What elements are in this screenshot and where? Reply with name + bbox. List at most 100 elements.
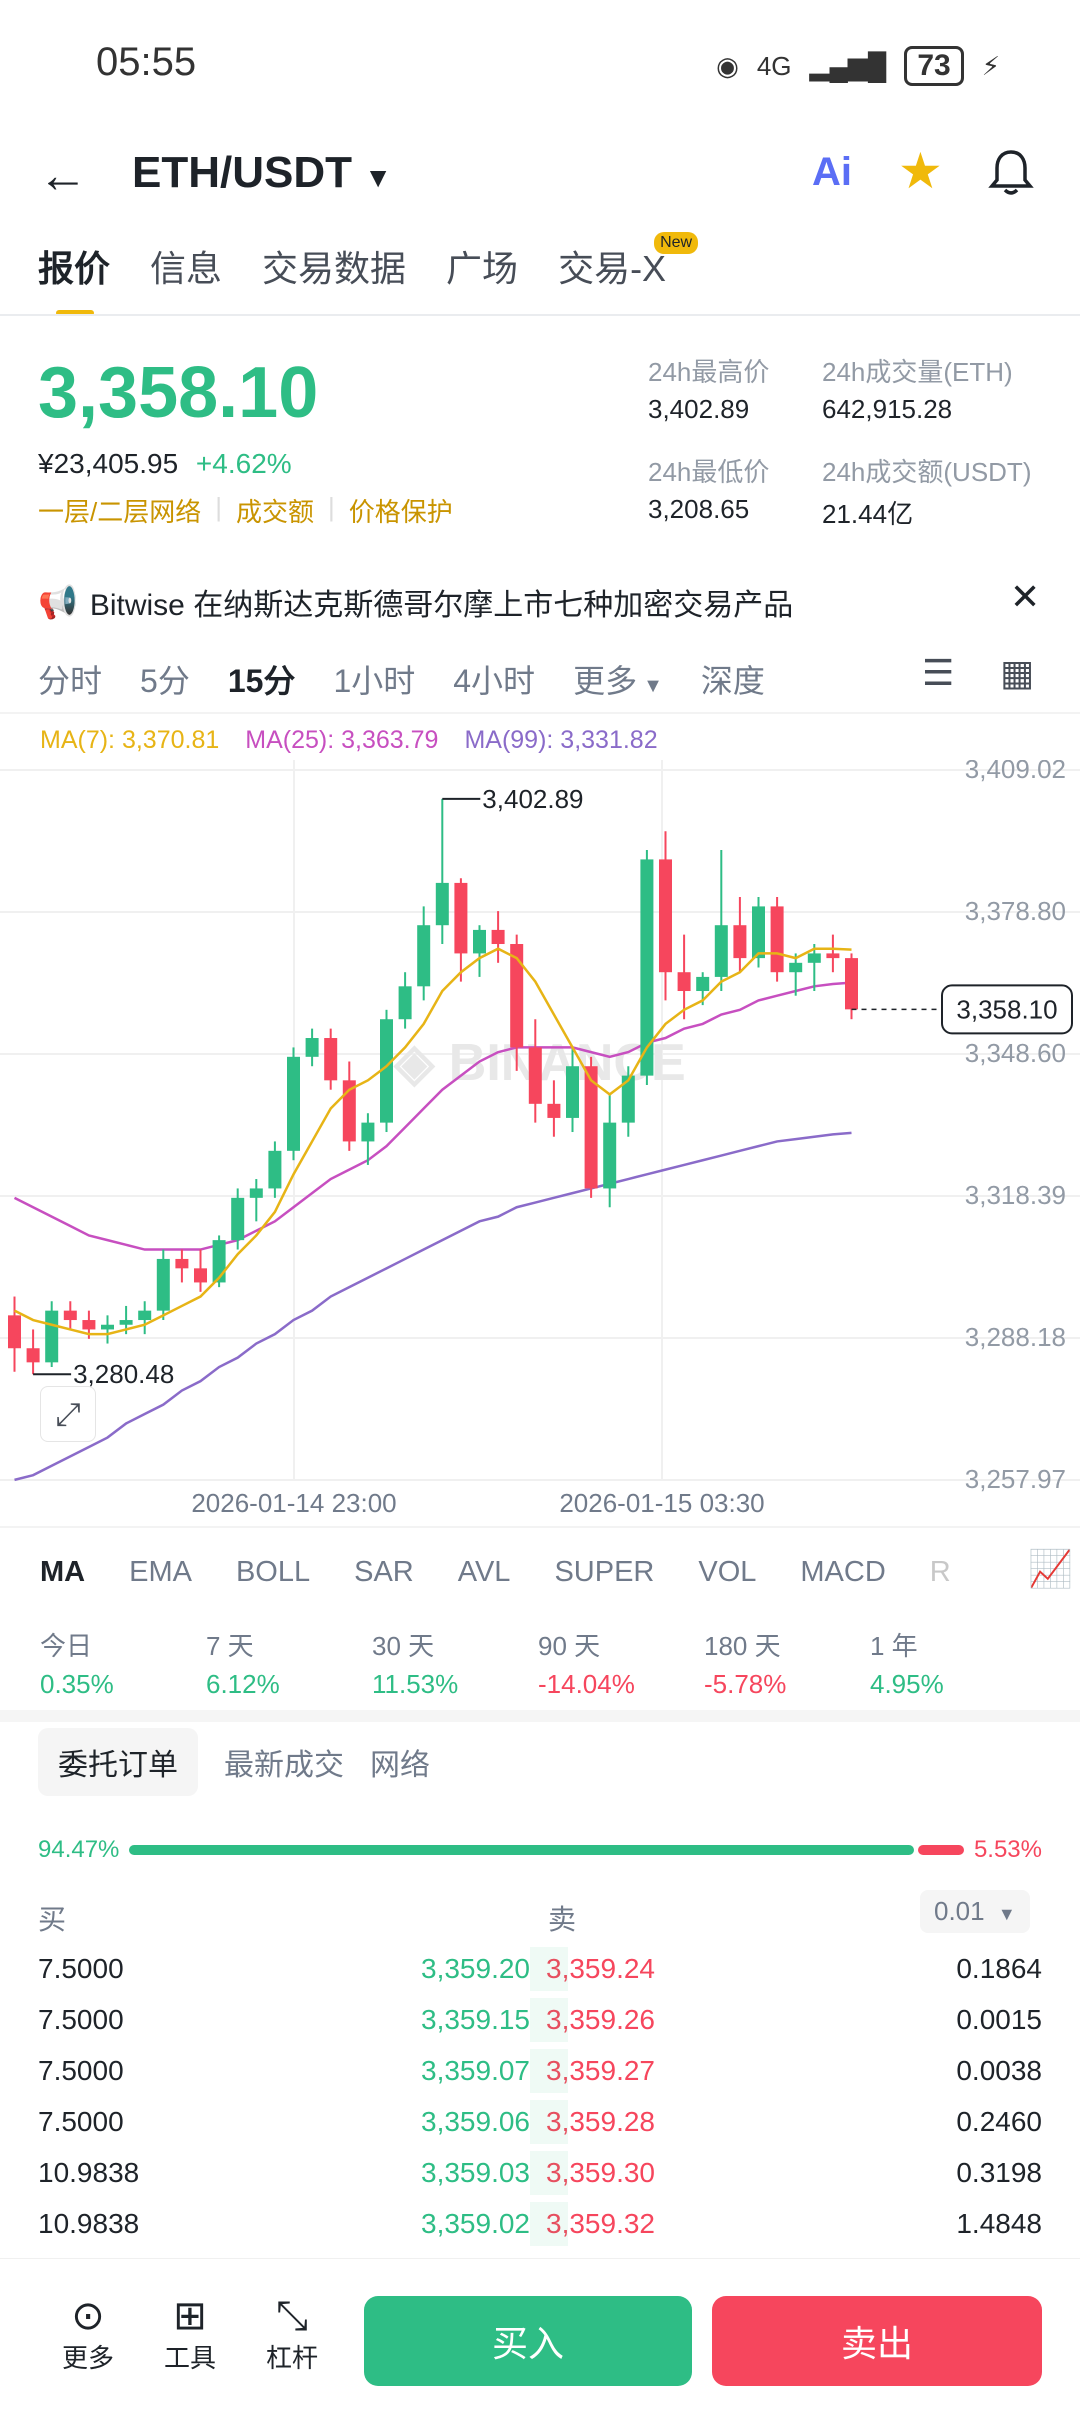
more-button[interactable]: ⊙ 更多 (48, 2294, 128, 2375)
megaphone-icon: 📢 (38, 584, 78, 620)
candle-body (621, 1075, 635, 1123)
perf-label: 180 天 (704, 1631, 781, 1661)
candle-body (845, 958, 858, 1010)
indicator-ma[interactable]: MA (40, 1556, 86, 1588)
candle-body (510, 944, 524, 1048)
interval-more[interactable]: 更多 ▼ (573, 656, 663, 702)
amount-label: 24h成交额(USDT) (822, 457, 1032, 487)
candle-body (770, 906, 784, 973)
orderbook-row[interactable]: 7.5000 3,359.06 3,359.28 0.2460 (38, 2096, 1042, 2147)
indicator-super[interactable]: SUPER (554, 1556, 655, 1588)
candle-body (138, 1310, 152, 1321)
fullscreen-icon[interactable]: ⤢ (40, 1386, 96, 1442)
indicator-macd[interactable]: MACD (800, 1556, 886, 1588)
y-tick-label: 3,348.60 (965, 1038, 1066, 1068)
indicator-rsi[interactable]: R (929, 1556, 951, 1588)
interval-5m[interactable]: 5分 (140, 663, 190, 699)
price-cny: ¥23,405.95 (38, 448, 179, 479)
orderbook-row[interactable]: 7.5000 3,359.20 3,359.24 0.1864 (38, 1943, 1042, 1994)
tab-open-orders[interactable]: 委托订单 (38, 1728, 198, 1796)
interval-15m[interactable]: 15分 (227, 663, 296, 699)
bid-depth-bar (530, 1997, 568, 2042)
orderbook-row[interactable]: 7.5000 3,359.07 3,359.27 0.0038 (38, 2045, 1042, 2096)
bid-depth-bar (530, 2099, 568, 2144)
tab-quote[interactable]: 报价 (38, 240, 110, 316)
star-icon[interactable]: ★ (898, 143, 943, 199)
candle-body (491, 929, 505, 945)
interval-more-label: 更多 (573, 663, 638, 699)
perf-label: 7 天 (206, 1631, 254, 1661)
y-tick-label: 3,318.39 (965, 1180, 1066, 1210)
chart-settings-icon[interactable]: ☰ (922, 652, 955, 693)
candle-body (528, 1047, 542, 1104)
back-icon[interactable]: ← (38, 147, 88, 203)
last-price-tag: 3,358.10 (956, 994, 1057, 1024)
interval-depth[interactable]: 深度 (700, 663, 765, 699)
tools-icon: ⊞ (173, 2294, 207, 2338)
indicator-boll[interactable]: BOLL (235, 1556, 311, 1588)
bid-price: 3,359.20 (421, 1952, 530, 1984)
orderbook-row[interactable]: 10.9838 3,359.03 3,359.30 0.3198 (38, 2147, 1042, 2198)
tag-protection[interactable]: 价格保护 (348, 497, 453, 527)
bid-depth-bar (530, 2048, 568, 2093)
interval-line[interactable]: 分时 (38, 663, 103, 699)
tab-square[interactable]: 广场 (446, 248, 519, 289)
tools-button[interactable]: ⊞ 工具 (150, 2294, 230, 2375)
interval-1h[interactable]: 1小时 (333, 663, 416, 699)
kline-chart[interactable]: 3,409.02 3,378.80 3,348.60 3,318.39 3,288.18… (0, 760, 1080, 1520)
ask-price: 3,359.30 (546, 2156, 655, 2188)
sell-button[interactable]: 卖出 (712, 2296, 1042, 2386)
indicator-avl[interactable]: AVL (457, 1556, 511, 1588)
leverage-button[interactable]: ⤡ 杠杆 (252, 2294, 332, 2375)
ai-icon[interactable]: Ai (812, 150, 852, 194)
charging-icon: ⚡ (981, 50, 1000, 81)
signal-label: 4G (756, 50, 792, 81)
precision-select[interactable]: 0.01 ▼ (920, 1890, 1030, 1933)
interval-4h[interactable]: 4小时 (453, 663, 536, 699)
ma25-label: MA(25): 3,363.79 (245, 726, 439, 754)
candle-body (342, 1080, 356, 1142)
news-ticker[interactable]: 📢 Bitwise 在纳斯达克斯德哥尔摩上市七种加密交易产品 (38, 580, 793, 624)
caret-down-icon: ▼ (364, 162, 392, 193)
bid-depth-bar (530, 2150, 568, 2195)
new-badge: New (654, 232, 699, 254)
close-icon[interactable]: ✕ (1010, 576, 1041, 617)
indicator-ema[interactable]: EMA (129, 1556, 192, 1588)
x-tick-label: 2026-01-14 23:00 (191, 1488, 396, 1518)
tab-info[interactable]: 信息 (150, 248, 223, 289)
tab-recent-trades[interactable]: 最新成交 (224, 1749, 344, 1782)
bell-icon[interactable] (988, 148, 1034, 201)
y-tick-label: 3,378.80 (965, 896, 1066, 926)
x-tick-label: 2026-01-15 03:30 (559, 1488, 764, 1518)
perf-90d: 90 天 -14.04% (538, 1626, 704, 1700)
indicator-sar[interactable]: SAR (354, 1556, 414, 1588)
tag-volume[interactable]: 成交额 (236, 497, 315, 527)
candle-body (101, 1324, 114, 1330)
pair-selector[interactable]: ETH/USDT ▼ (132, 148, 392, 198)
candle-body (398, 986, 412, 1020)
indicator-chart-icon[interactable]: 📈 (1020, 1548, 1073, 1590)
ask-price: 3,359.26 (546, 2003, 655, 2035)
indicator-vol[interactable]: VOL (698, 1556, 757, 1588)
perf-value: -14.04% (538, 1669, 635, 1699)
y-tick-label: 3,288.18 (965, 1322, 1066, 1352)
tools-label: 工具 (163, 2343, 216, 2373)
signal-icon: ▂▄▆█ (809, 50, 887, 81)
ask-quantity: 0.0038 (956, 2054, 1042, 2086)
more-icon: ⊙ (71, 2294, 105, 2338)
orderbook-row[interactable]: 10.9838 3,359.02 3,359.32 1.4848 (38, 2198, 1042, 2249)
candle-body (249, 1188, 263, 1198)
tag-layer[interactable]: 一层/二层网络 (38, 497, 202, 527)
candle-body (175, 1258, 189, 1269)
tab-trade-data[interactable]: 交易数据 (262, 248, 407, 289)
orderbook-row[interactable]: 7.5000 3,359.15 3,359.26 0.0015 (38, 1994, 1042, 2045)
buy-button[interactable]: 买入 (364, 2296, 692, 2386)
candle-body (696, 976, 710, 992)
tags-row: 一层/二层网络 | 成交额 | 价格保护 (38, 492, 453, 529)
tab-trade-x-label: 交易-X (558, 248, 667, 289)
ticker-text: Bitwise 在纳斯达克斯德哥尔摩上市七种加密交易产品 (89, 589, 794, 622)
tab-trade-x[interactable]: 交易-X New (558, 232, 699, 292)
ma25-line (13, 981, 852, 1251)
tab-network[interactable]: 网络 (370, 1749, 430, 1782)
grid-icon[interactable]: ▦ (1000, 652, 1035, 693)
